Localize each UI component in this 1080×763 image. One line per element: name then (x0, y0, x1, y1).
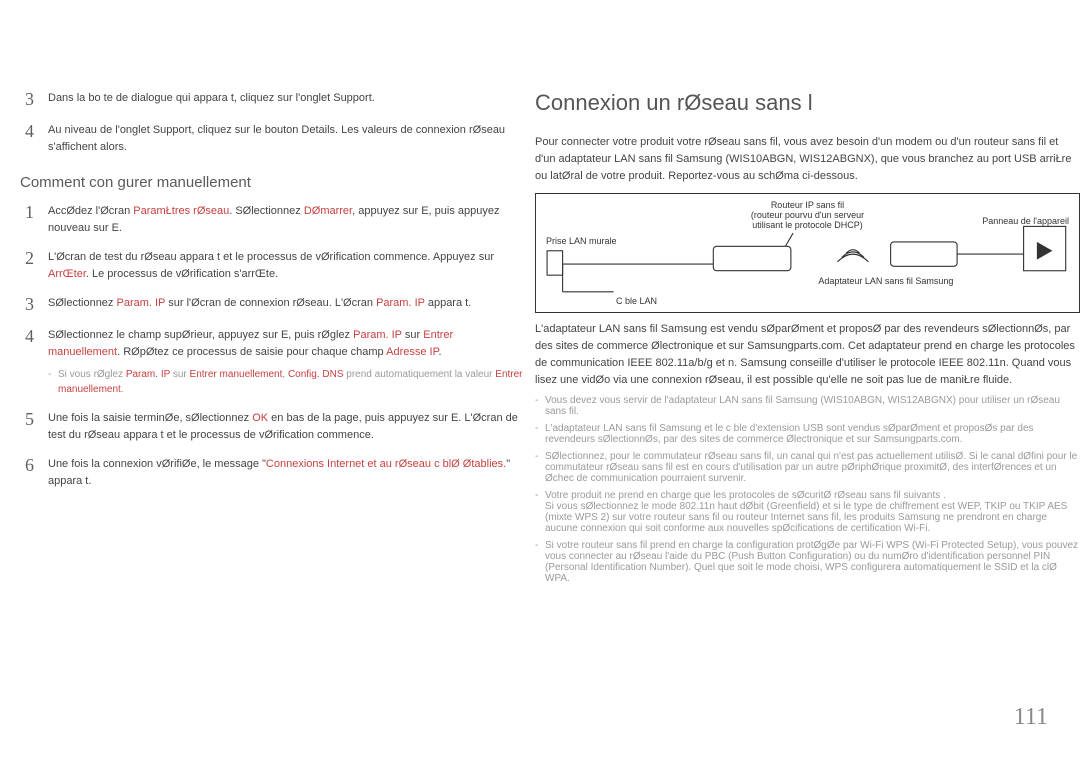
step-number: 4 (20, 327, 34, 347)
step-number: 3 (20, 90, 34, 110)
intro-paragraph: Pour connecter votre produit votre rØsea… (535, 134, 1080, 185)
diagram-svg (536, 194, 1079, 312)
step-text: L'Øcran de test du rØseau appara t et le… (48, 249, 525, 283)
step-text: Au niveau de l'onglet Support, cliquez s… (48, 122, 525, 156)
step-number: 4 (20, 122, 34, 142)
step-number: 1 (20, 203, 34, 223)
body-paragraph: L'adaptateur LAN sans fil Samsung est ve… (535, 321, 1080, 389)
info-bullet: SØlectionnez, pour le commutateur rØseau… (535, 451, 1080, 484)
section-heading: Connexion un rØseau sans l (535, 90, 1080, 116)
info-bullet: Si votre routeur sans fil prend en charg… (535, 540, 1080, 584)
page-number: 111 (1014, 704, 1048, 731)
step-number: 2 (20, 249, 34, 269)
step-text: SØlectionnez le champ supØrieur, appuyez… (48, 327, 525, 398)
subsection-heading: Comment con gurer manuellement (20, 174, 525, 191)
info-bullet: L'adaptateur LAN sans fil Samsung et le … (535, 423, 1080, 445)
step-number: 3 (20, 295, 34, 315)
step-text: Une fois la saisie terminØe, sØlectionne… (48, 410, 525, 444)
info-bullet: Vous devez vous servir de l'adaptateur L… (535, 395, 1080, 417)
step-text: AccØdez l'Øcran ParamŁtres rØseau. SØlec… (48, 203, 525, 237)
step-text: SØlectionnez Param. IP sur l'Øcran de co… (48, 295, 525, 312)
step-note: Si vous rØglez Param. IP sur Entrer manu… (48, 367, 525, 398)
info-bullet: Votre produit ne prend en charge que les… (535, 490, 1080, 534)
step-number: 5 (20, 410, 34, 430)
step-text: Dans la bo te de dialogue qui appara t, … (48, 90, 525, 107)
network-diagram: Routeur IP sans fil (routeur pourvu d'un… (535, 193, 1080, 313)
step-number: 6 (20, 456, 34, 476)
step-text: Une fois la connexion vØrifiØe, le messa… (48, 456, 525, 490)
